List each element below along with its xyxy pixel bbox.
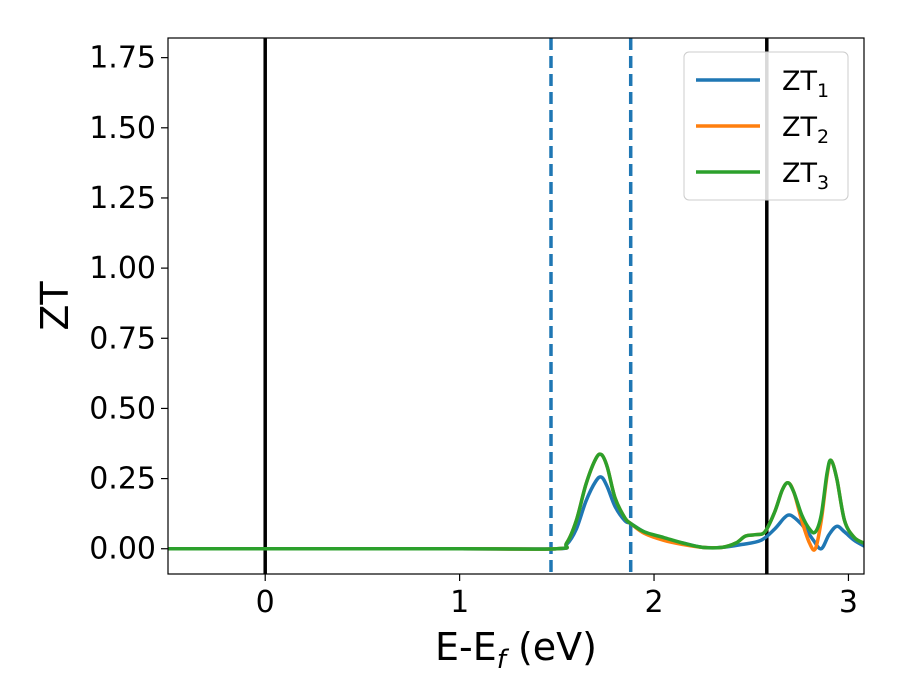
x-axis-label-unit: (eV) (506, 625, 597, 669)
y-tick-label: 0.25 (89, 462, 156, 497)
x-tick-label: 2 (644, 585, 663, 620)
x-axis-label-main: E-E (435, 625, 497, 669)
x-axis-ticks: 0 1 2 3 (256, 574, 858, 620)
legend-box (683, 51, 849, 201)
y-tick-label: 0.50 (89, 391, 156, 426)
y-tick-label: 1.50 (89, 111, 156, 146)
x-axis-label: E-Ef (eV) (435, 625, 597, 675)
plot-frame (167, 37, 865, 575)
legend-label-zt1: ZT1 (782, 66, 829, 102)
y-tick-label: 0.00 (89, 532, 156, 567)
y-tick-label: 1.00 (89, 251, 156, 286)
y-axis-ticks: 0.00 0.25 0.50 0.75 1.00 1.25 1.50 1.75 (89, 41, 168, 567)
x-tick-label: 3 (839, 585, 858, 620)
legend-label-zt2: ZT2 (782, 112, 829, 148)
y-tick-label: 0.75 (89, 321, 156, 356)
y-axis-label: ZT (33, 281, 77, 331)
y-tick-label: 1.75 (89, 41, 156, 76)
legend: ZT1 ZT2 ZT3 (683, 51, 849, 201)
series-line-zt3 (168, 452, 864, 551)
y-tick-label: 1.25 (89, 181, 156, 216)
x-tick-label: 0 (256, 585, 275, 620)
legend-label-zt3: ZT3 (782, 158, 829, 194)
x-tick-label: 1 (450, 585, 469, 620)
series-lines (168, 452, 864, 552)
series-line-zt1 (168, 475, 864, 551)
